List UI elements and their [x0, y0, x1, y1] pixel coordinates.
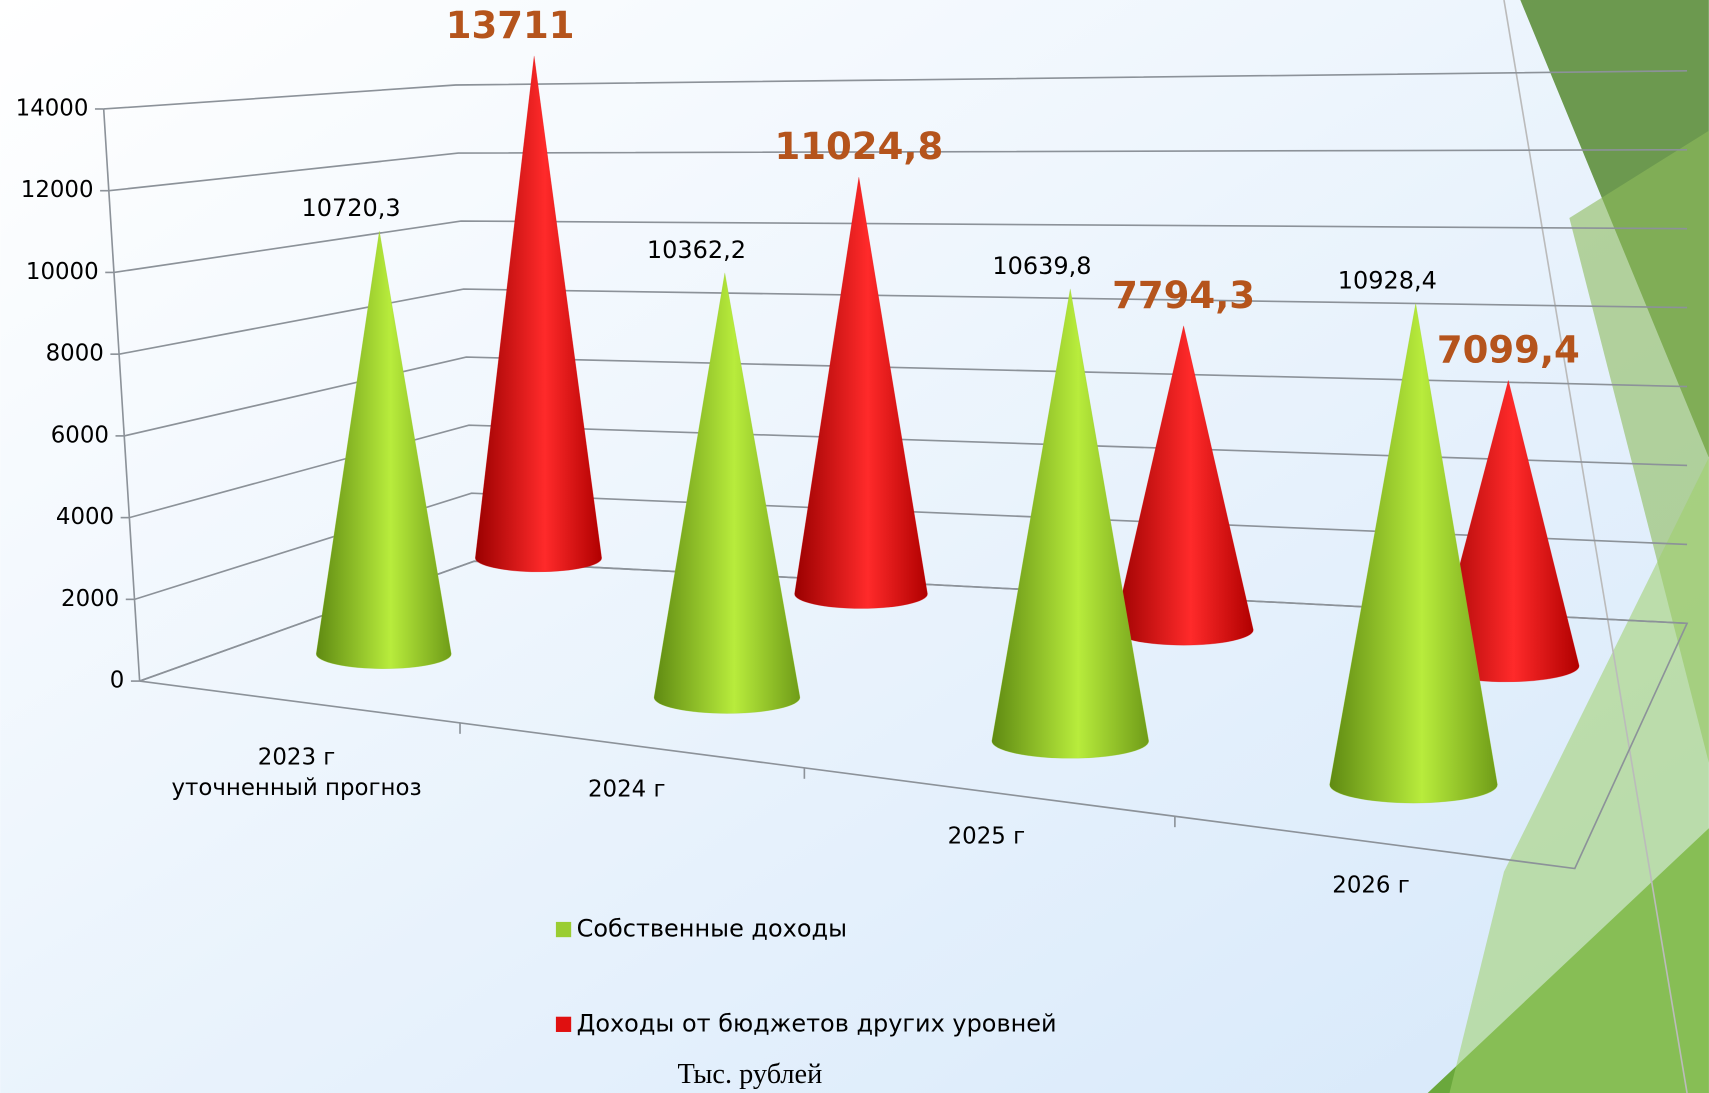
decor: [1449, 457, 1709, 1093]
cone: [653, 272, 801, 714]
grid-line: [134, 492, 1688, 601]
y-tick-label: 6000: [51, 422, 109, 448]
data-label: 13711: [446, 4, 575, 47]
cone: [991, 288, 1149, 759]
y-tick-label: 14000: [16, 95, 89, 121]
grid-line: [108, 148, 1688, 192]
legend-swatch: [555, 1016, 572, 1032]
y-tick-label: 8000: [46, 341, 104, 367]
grid-line: [118, 288, 1688, 355]
data-label: 10928,4: [1338, 267, 1437, 295]
x-tick-label: 2026 г: [1332, 872, 1410, 898]
unit-label: Тыс. рублей: [677, 1059, 822, 1090]
legend-swatch: [555, 921, 572, 938]
legend-label: Собственные доходы: [577, 915, 847, 943]
cone: [315, 230, 452, 669]
grid-line: [139, 560, 1688, 682]
x-tick-label-line: уточненный прогноз: [171, 774, 421, 800]
data-label: 10639,8: [992, 252, 1091, 280]
y-tick-label: 2000: [61, 586, 119, 612]
data-label: 11024,8: [774, 125, 943, 168]
grid-line: [113, 220, 1688, 274]
y-tick-label: 10000: [26, 259, 99, 285]
y-tick-label: 12000: [21, 177, 94, 203]
y-tick-label: 0: [110, 668, 125, 694]
data-label: 10362,2: [647, 236, 746, 264]
cone: [794, 176, 928, 609]
grid-line: [124, 356, 1688, 437]
x-tick-label-line: 2023 г: [258, 744, 336, 770]
x-tick-label: 2025 г: [948, 823, 1026, 849]
grid-line: [103, 70, 1688, 110]
decor-line: [1503, 0, 1688, 1093]
legend-label: Доходы от бюджетов других уровней: [577, 1009, 1057, 1037]
cone: [1329, 303, 1498, 804]
cone: [475, 55, 602, 573]
y-axis: [102, 108, 141, 682]
grid-line: [129, 424, 1688, 519]
x-tick-label: 2024 г: [588, 777, 666, 803]
data-label: 7794,3: [1112, 274, 1255, 317]
data-label: 7099,4: [1437, 329, 1580, 372]
data-label: 10720,3: [301, 194, 400, 222]
x-tick-label: 2023 г уточненный прогноз: [171, 744, 421, 801]
y-tick-label: 4000: [56, 504, 114, 530]
